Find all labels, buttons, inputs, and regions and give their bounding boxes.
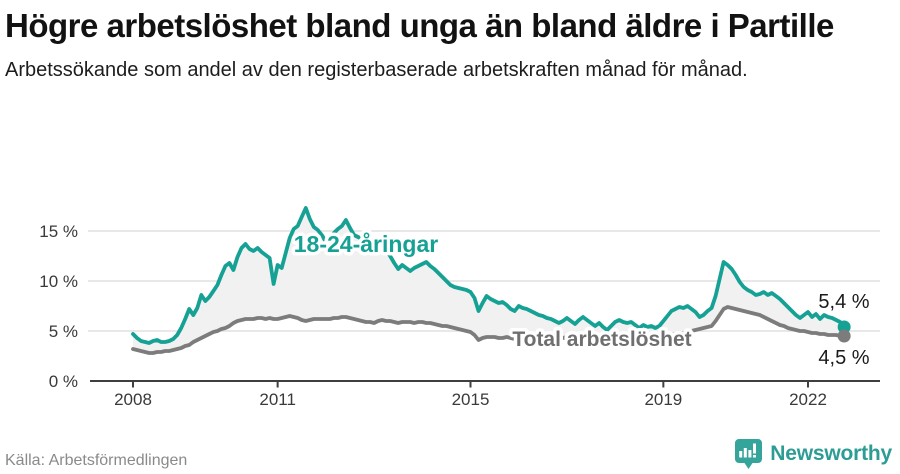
y-tick-label: 0 % [49, 372, 78, 391]
end-value-label-total: 4,5 % [818, 347, 869, 369]
source-note: Källa: Arbetsförmedlingen [5, 452, 188, 469]
line-total [131, 305, 847, 355]
x-tick-label: 2015 [452, 390, 490, 409]
chart-header: Högre arbetslöshet bland unga än bland ä… [0, 0, 900, 84]
chart-area: 2008 2011 2015 2019 2022 0 % 5 % 10 % 15 % 18-24… [0, 168, 900, 418]
line-youth [131, 206, 847, 345]
chart-layers: 2008 2011 2015 2019 2022 0 % 5 % 10 % 15 % [39, 206, 880, 409]
logo-exclamation-dot [753, 455, 757, 458]
chart-footer: Källa: Arbetsförmedlingen Newsworthy [5, 438, 892, 470]
page-title: Högre arbetslöshet bland unga än bland ä… [5, 7, 834, 44]
x-tick-label: 2022 [789, 390, 827, 409]
newsworthy-logo-icon [735, 439, 763, 469]
series-label-total: Total arbetslöshet [512, 328, 691, 351]
logo-bar-3 [748, 450, 752, 458]
end-dot-total [837, 329, 851, 343]
x-tick-label: 2019 [644, 390, 682, 409]
series-label-youth: 18-24-åringar [294, 231, 439, 257]
x-tick-label: 2008 [114, 390, 152, 409]
brand-name: Newsworthy [770, 442, 892, 465]
y-tick-label: 5 % [49, 322, 78, 341]
end-dot-youth [837, 320, 851, 334]
end-value-label-youth: 5,4 % [818, 291, 869, 313]
logo-bar-2 [744, 448, 748, 458]
logo-exclamation [753, 443, 757, 454]
x-tick-label: 2011 [259, 390, 296, 409]
y-tick-label: 10 % [39, 272, 78, 291]
chart-subtitle: Arbetssökande som andel av den registerb… [5, 58, 748, 81]
chart-svg: 2008 2011 2015 2019 2022 0 % 5 % 10 % 15 % 18-24… [39, 206, 880, 409]
band-between-series [133, 208, 845, 353]
y-tick-label: 15 % [39, 222, 78, 241]
logo-bar-1 [739, 451, 743, 458]
brand-lockup: Newsworthy [734, 438, 892, 470]
